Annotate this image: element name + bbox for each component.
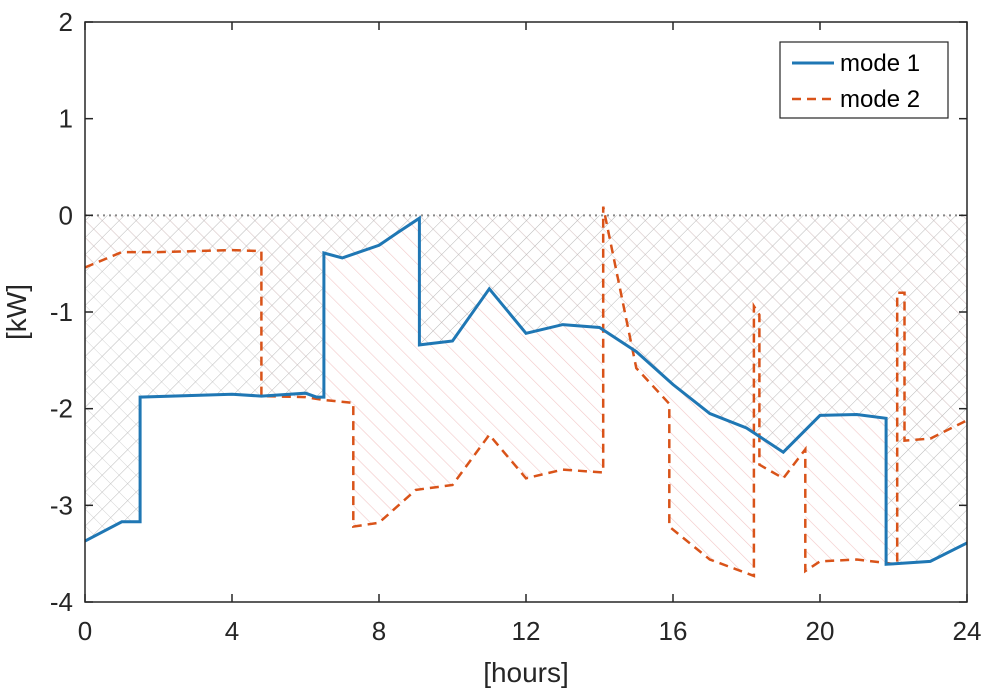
plot-area — [84, 21, 968, 603]
x-tick-label: 24 — [953, 616, 982, 646]
legend: mode 1 mode 2 — [779, 41, 949, 119]
legend-label-mode-1: mode 1 — [840, 50, 920, 77]
mode-1-crosshatch-fill — [85, 215, 967, 565]
y-tick-label: -1 — [50, 297, 73, 327]
y-tick-label: -2 — [50, 394, 73, 424]
y-tick-label: -3 — [50, 490, 73, 520]
x-tick-label: 16 — [659, 616, 688, 646]
y-tick-label: 0 — [59, 200, 73, 230]
x-tick-label: 0 — [78, 616, 92, 646]
y-tick-label: 2 — [59, 7, 73, 37]
x-tick-label: 8 — [372, 616, 386, 646]
x-tick-label: 4 — [225, 616, 239, 646]
legend-label-mode-2: mode 2 — [840, 86, 920, 113]
y-axis-label: [kW] — [1, 284, 32, 340]
y-tick-label: -4 — [50, 587, 73, 617]
y-axis: -4 -3 -2 -1 0 1 2 — [50, 7, 967, 617]
series-line-mode-1 — [85, 215, 967, 566]
legend-box — [779, 41, 949, 119]
x-tick-label: 20 — [806, 616, 835, 646]
y-tick-label: 1 — [59, 104, 73, 134]
x-axis: 0 4 8 12 16 20 24 — [78, 22, 982, 646]
x-tick-label: 12 — [512, 616, 541, 646]
x-axis-label: [hours] — [483, 657, 569, 688]
